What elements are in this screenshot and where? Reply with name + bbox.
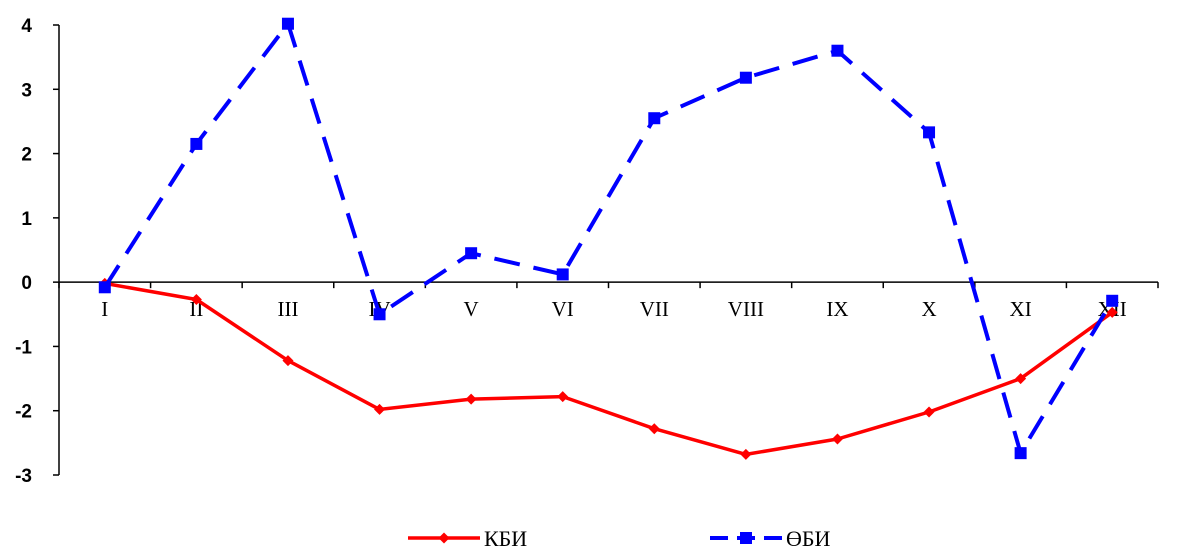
series-line <box>103 21 1114 456</box>
data-point <box>831 433 843 445</box>
data-point <box>739 71 752 84</box>
x-tick-label: I <box>101 297 108 321</box>
x-tick-label: X <box>921 297 936 321</box>
series-layer <box>98 17 1119 460</box>
y-tick-label: -1 <box>15 337 32 358</box>
y-tick-label: -2 <box>15 402 32 423</box>
data-point <box>465 393 477 405</box>
x-tick-label: VIII <box>728 297 764 321</box>
y-tick-label: -3 <box>15 466 32 487</box>
legend-item: ӨБИ <box>710 526 831 550</box>
data-point <box>1106 294 1119 307</box>
data-point <box>374 403 386 415</box>
x-tick-label: VII <box>640 297 669 321</box>
series-1 <box>99 277 1118 460</box>
data-point <box>648 112 661 125</box>
data-point <box>923 406 935 418</box>
data-point <box>648 423 660 435</box>
y-tick-label: 2 <box>21 145 32 166</box>
data-point <box>465 247 478 260</box>
series-line <box>104 281 1114 457</box>
y-tick-label: 4 <box>21 16 32 37</box>
data-point <box>831 44 844 57</box>
legend-label: КБИ <box>484 526 527 550</box>
data-point <box>373 308 386 321</box>
y-tick-label: 1 <box>21 209 32 230</box>
y-tick-label: 3 <box>21 80 32 101</box>
data-point <box>923 126 936 139</box>
data-point <box>740 448 752 460</box>
x-tick-label: III <box>277 297 298 321</box>
data-point <box>557 391 569 403</box>
data-point <box>190 137 203 150</box>
data-point <box>1106 306 1118 318</box>
data-point <box>1014 447 1027 460</box>
x-tick-label: XI <box>1010 297 1032 321</box>
legend-item: КБИ <box>408 526 527 550</box>
legend-swatch-marker <box>438 532 450 544</box>
series-2 <box>98 17 1119 460</box>
data-point <box>190 294 202 305</box>
data-point <box>281 17 294 30</box>
data-point <box>556 268 569 281</box>
x-tick-label: IX <box>826 297 848 321</box>
data-point <box>98 281 111 294</box>
data-point <box>282 355 294 367</box>
y-tick-label: 0 <box>21 273 32 294</box>
x-tick-label: V <box>464 297 479 321</box>
legend-swatch-marker <box>740 532 752 544</box>
legend: КБИ ӨБИ <box>408 526 831 550</box>
data-point <box>1015 373 1027 385</box>
x-tick-label: VI <box>552 297 574 321</box>
legend-label: ӨБИ <box>786 526 831 550</box>
